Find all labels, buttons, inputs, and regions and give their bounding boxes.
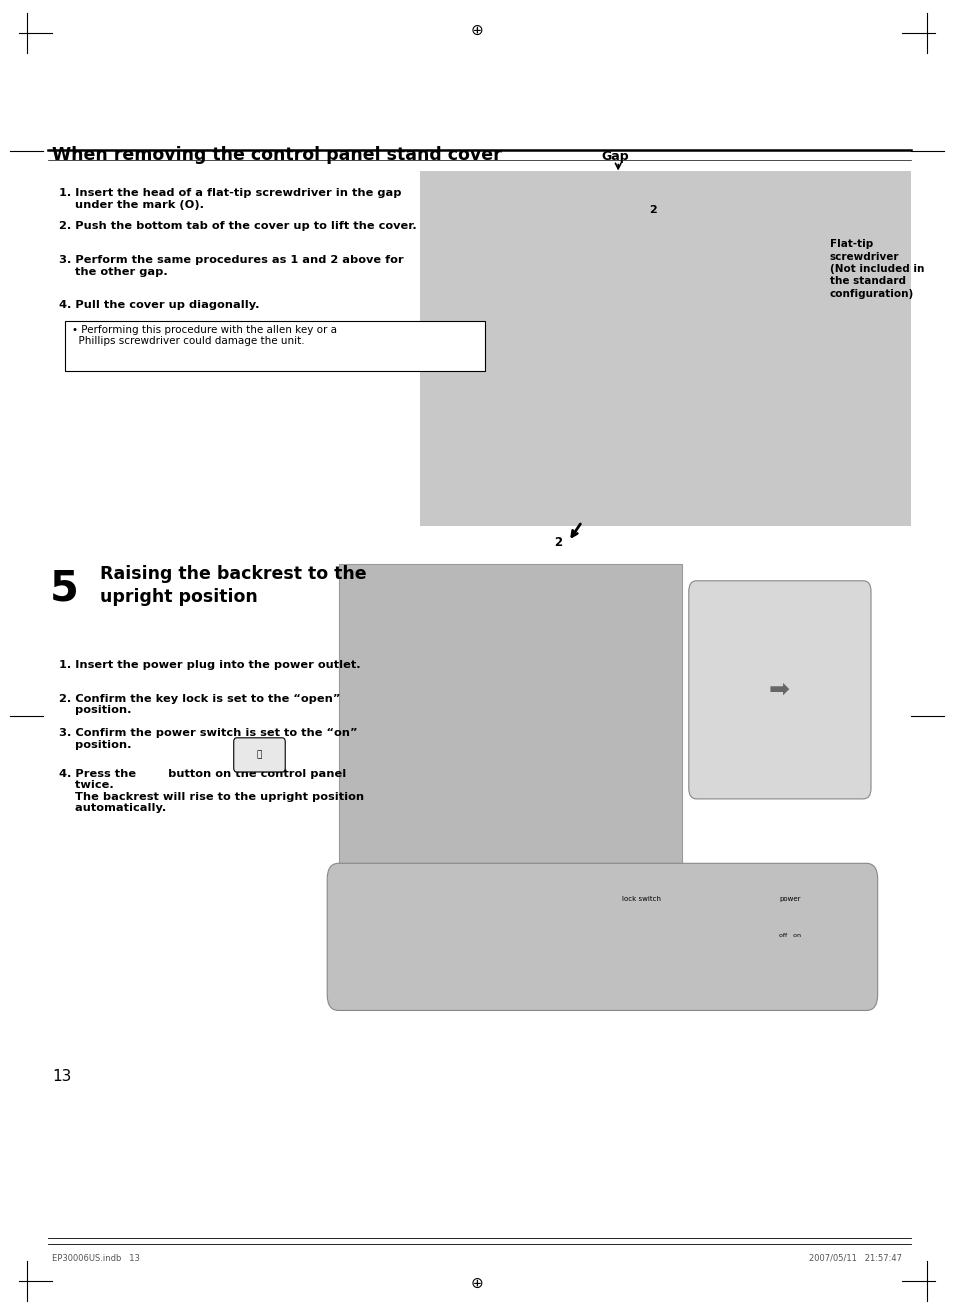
Text: 2. Confirm the key lock is set to the “open”
    position.: 2. Confirm the key lock is set to the “o… (59, 694, 340, 715)
Text: lock switch: lock switch (621, 896, 659, 903)
Text: 13: 13 (52, 1070, 71, 1084)
Text: ⏻: ⏻ (256, 750, 262, 759)
Text: 2: 2 (649, 205, 657, 215)
FancyBboxPatch shape (327, 863, 877, 1010)
Text: 2. Push the bottom tab of the cover up to lift the cover.: 2. Push the bottom tab of the cover up t… (59, 221, 416, 231)
Text: Raising the backrest to the
upright position: Raising the backrest to the upright posi… (100, 565, 366, 606)
Text: ➡: ➡ (768, 678, 789, 702)
Text: off   on: off on (778, 933, 801, 938)
Text: Gap: Gap (601, 150, 628, 163)
Text: When removing the control panel stand cover: When removing the control panel stand co… (52, 146, 501, 164)
Text: 2: 2 (554, 536, 561, 549)
Text: 3. Perform the same procedures as 1 and 2 above for
    the other gap.: 3. Perform the same procedures as 1 and … (59, 255, 403, 276)
Text: EP30006US.indb   13: EP30006US.indb 13 (52, 1254, 140, 1263)
Text: 3. Confirm the power switch is set to the “on”
    position.: 3. Confirm the power switch is set to th… (59, 728, 357, 749)
Bar (338, 564, 681, 876)
FancyBboxPatch shape (233, 738, 285, 773)
Bar (65, 321, 484, 371)
Text: 1. Insert the power plug into the power outlet.: 1. Insert the power plug into the power … (59, 660, 360, 670)
Text: 4. Press the        button on the control panel
    twice.
    The backrest will: 4. Press the button on the control panel… (59, 769, 364, 813)
Text: 4. Pull the cover up diagonally.: 4. Pull the cover up diagonally. (59, 300, 259, 310)
Text: • Performing this procedure with the allen key or a
  Phillips screwdriver could: • Performing this procedure with the all… (71, 325, 336, 346)
Text: power: power (779, 896, 800, 903)
Text: ⊕: ⊕ (470, 1276, 483, 1292)
Text: 2007/05/11   21:57:47: 2007/05/11 21:57:47 (808, 1254, 901, 1263)
Text: Flat-tip
screwdriver
(Not included in
the standard
configuration): Flat-tip screwdriver (Not included in th… (829, 239, 923, 298)
Bar (419, 171, 910, 526)
Text: 1. Insert the head of a flat-tip screwdriver in the gap
    under the mark (O).: 1. Insert the head of a flat-tip screwdr… (59, 188, 401, 209)
FancyBboxPatch shape (688, 581, 870, 799)
Text: ⊕: ⊕ (470, 22, 483, 38)
Text: 5: 5 (50, 568, 78, 610)
